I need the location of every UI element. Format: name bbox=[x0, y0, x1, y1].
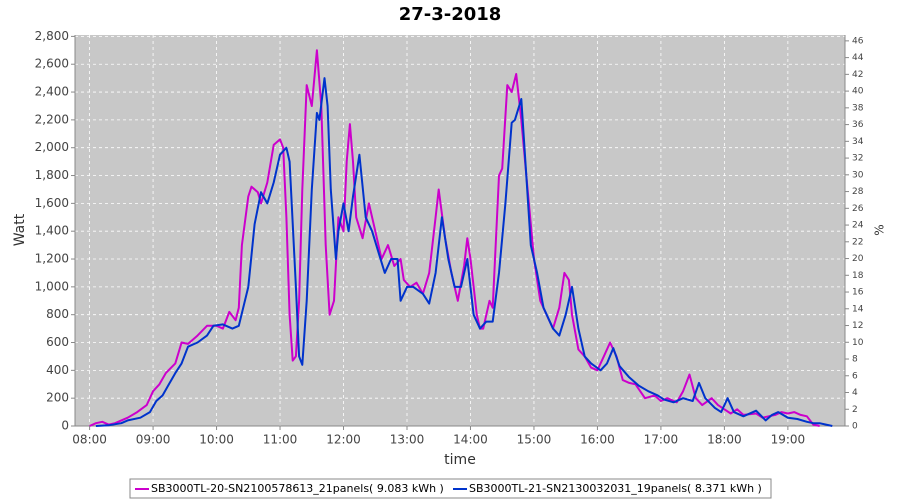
y-tick-label: 2,800 bbox=[35, 29, 69, 43]
y2-tick-label: 4 bbox=[852, 388, 858, 398]
x-tick-label: 14:00 bbox=[453, 433, 488, 447]
y2-tick-label: 10 bbox=[852, 338, 864, 348]
x-tick-label: 18:00 bbox=[707, 433, 742, 447]
y-axis-label: Watt bbox=[12, 213, 28, 246]
y2-tick-label: 30 bbox=[852, 170, 864, 180]
y2-tick-label: 40 bbox=[852, 87, 864, 97]
y2-tick-label: 16 bbox=[852, 288, 864, 298]
y-tick-label: 1,400 bbox=[35, 224, 69, 238]
x-tick-label: 11:00 bbox=[263, 433, 298, 447]
y-tick-label: 800 bbox=[46, 307, 69, 321]
y2-tick-label: 6 bbox=[852, 371, 858, 381]
y2-tick-label: 42 bbox=[852, 70, 863, 80]
y2-tick-label: 36 bbox=[852, 120, 864, 130]
y2-tick-label: 0 bbox=[852, 422, 858, 432]
y-tick-label: 1,000 bbox=[35, 279, 69, 293]
legend-label: SB3000TL-20-SN2100578613_21panels( 9.083… bbox=[151, 482, 444, 495]
y-tick-label: 200 bbox=[46, 391, 69, 405]
legend bbox=[129, 478, 772, 499]
y2-tick-label: 32 bbox=[852, 154, 863, 164]
series-line bbox=[89, 49, 820, 427]
y2-axis-label: % bbox=[873, 224, 887, 235]
legend-label: SB3000TL-21-SN2130032031_19panels( 8.371… bbox=[469, 482, 762, 495]
y2-tick-label: 12 bbox=[852, 321, 863, 331]
x-tick-label: 10:00 bbox=[199, 433, 234, 447]
y2-tick-label: 18 bbox=[852, 271, 864, 281]
y2-tick-label: 24 bbox=[852, 221, 864, 231]
y2-tick-label: 46 bbox=[852, 36, 864, 46]
y-tick-label: 2,600 bbox=[35, 57, 69, 71]
y2-tick-label: 38 bbox=[852, 103, 864, 113]
plot-area bbox=[75, 35, 845, 426]
x-tick-label: 08:00 bbox=[72, 433, 107, 447]
x-tick-label: 17:00 bbox=[644, 433, 679, 447]
y2-tick-label: 8 bbox=[852, 355, 858, 365]
y2-tick-label: 44 bbox=[852, 53, 864, 63]
x-tick-label: 16:00 bbox=[580, 433, 615, 447]
x-tick-label: 13:00 bbox=[390, 433, 425, 447]
series-line bbox=[95, 77, 833, 427]
x-tick-label: 19:00 bbox=[771, 433, 806, 447]
x-tick-label: 15:00 bbox=[517, 433, 552, 447]
y2-tick-label: 34 bbox=[852, 137, 864, 147]
y-tick-label: 400 bbox=[46, 363, 69, 377]
y-tick-label: 2,200 bbox=[35, 112, 69, 126]
y2-tick-label: 28 bbox=[852, 187, 864, 197]
y2-tick-label: 22 bbox=[852, 237, 863, 247]
y2-tick-label: 26 bbox=[852, 204, 864, 214]
y-tick-label: 2,000 bbox=[35, 140, 69, 154]
y2-tick-label: 14 bbox=[852, 304, 864, 314]
y-tick-label: 2,400 bbox=[35, 85, 69, 99]
x-axis-label: time bbox=[444, 452, 476, 468]
chart-title: 27-3-2018 bbox=[399, 4, 502, 25]
y-tick-label: 1,800 bbox=[35, 168, 69, 182]
y2-tick-label: 20 bbox=[852, 254, 864, 264]
y-tick-label: 1,600 bbox=[35, 196, 69, 210]
x-tick-label: 09:00 bbox=[136, 433, 171, 447]
y-tick-label: 0 bbox=[61, 419, 69, 433]
y-tick-label: 1,200 bbox=[35, 252, 69, 266]
x-tick-label: 12:00 bbox=[326, 433, 361, 447]
y2-tick-label: 2 bbox=[852, 405, 858, 415]
y-tick-label: 600 bbox=[46, 335, 69, 349]
